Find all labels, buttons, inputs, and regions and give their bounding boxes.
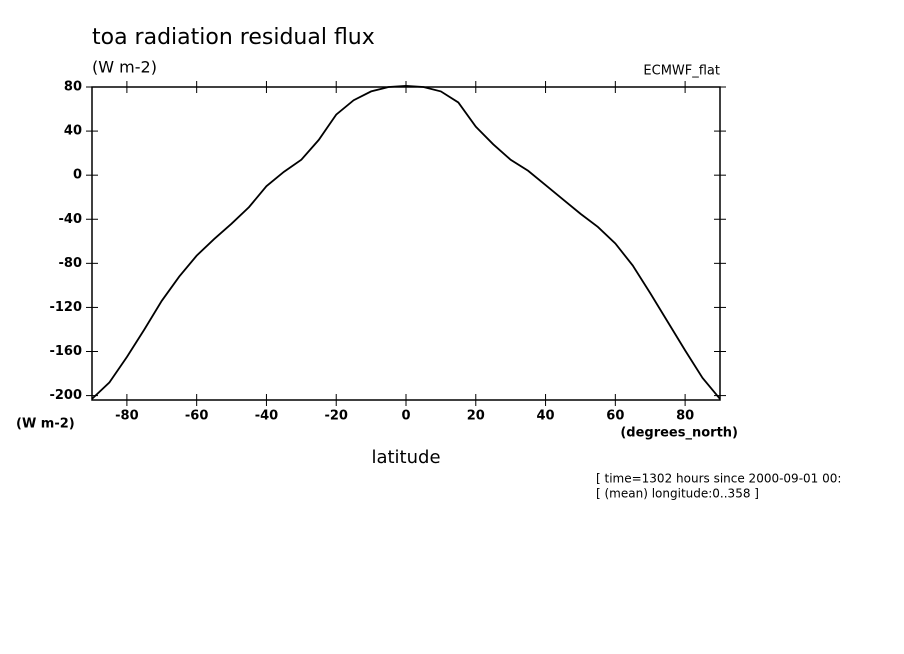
x-unit-label: (degrees_north) xyxy=(620,426,738,441)
y-unit-label: (W m-2) xyxy=(16,417,75,432)
y-tick-label: -40 xyxy=(59,212,83,227)
y-tick-label: -200 xyxy=(49,388,82,403)
x-tick-label: -80 xyxy=(115,409,139,424)
y-tick-label: 0 xyxy=(73,168,82,183)
x-axis-title: latitude xyxy=(371,447,440,468)
dataset-label: ECMWF_flat xyxy=(643,64,720,79)
chart-subtitle: (W m-2) xyxy=(92,58,157,77)
x-tick-label: 40 xyxy=(537,409,555,424)
note: [ (mean) longitude:0..358 ] xyxy=(596,487,759,501)
x-tick-label: -40 xyxy=(255,409,279,424)
y-tick-label: 80 xyxy=(64,80,82,95)
x-tick-label: 60 xyxy=(606,409,624,424)
x-tick-label: 80 xyxy=(676,409,694,424)
y-tick-label: -160 xyxy=(49,344,82,359)
plot-frame xyxy=(91,86,721,401)
note: [ time=1302 hours since 2000-09-01 00: xyxy=(596,472,841,486)
x-tick-label: -20 xyxy=(324,409,348,424)
y-tick-label: 40 xyxy=(64,124,82,139)
x-tick-label: -60 xyxy=(185,409,209,424)
y-tick-label: -120 xyxy=(49,300,82,315)
x-tick-label: 20 xyxy=(467,409,485,424)
x-tick-label: 0 xyxy=(401,409,410,424)
y-tick-label: -80 xyxy=(59,256,83,271)
data-line xyxy=(91,84,721,400)
chart-title: toa radiation residual flux xyxy=(92,25,375,50)
